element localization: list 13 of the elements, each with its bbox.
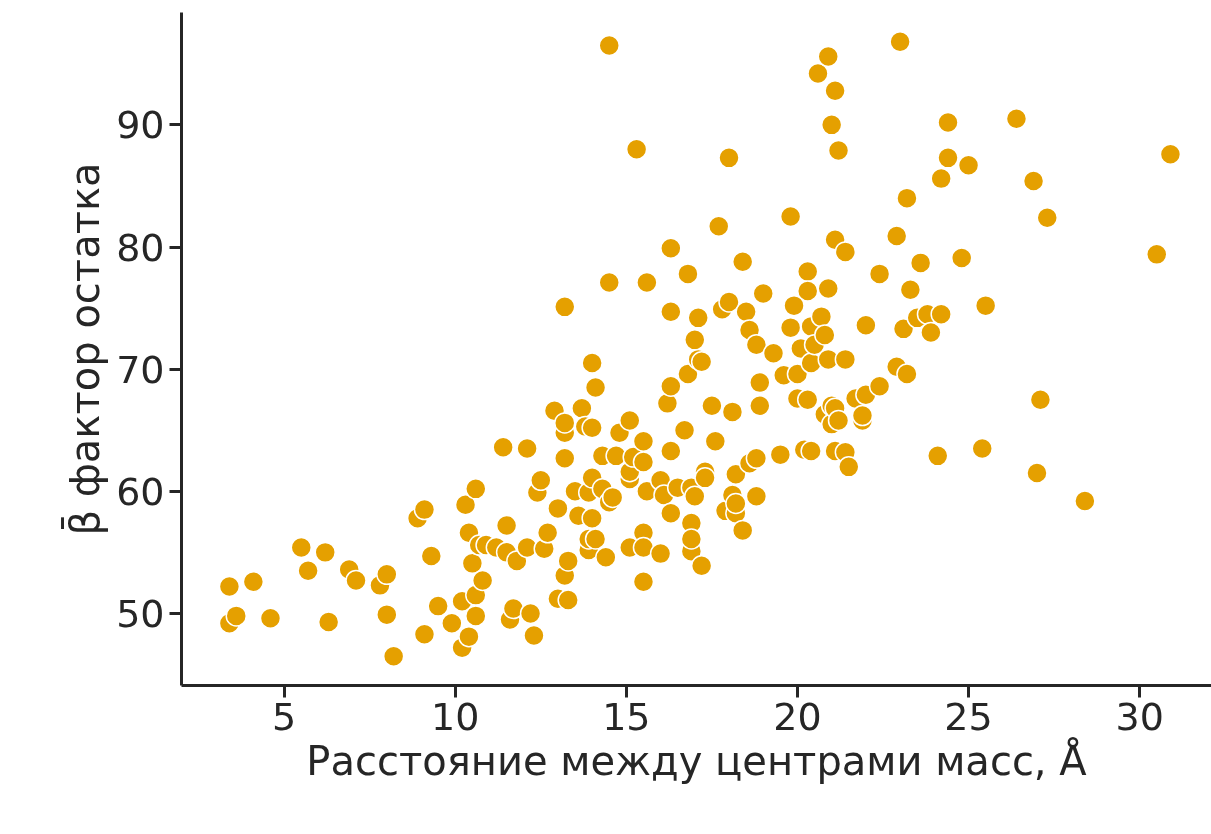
- y-tick-label: 60: [116, 469, 165, 514]
- x-tick-label: 10: [431, 694, 480, 739]
- y-tick-label: 50: [116, 591, 165, 636]
- x-tick-label: 20: [773, 694, 822, 739]
- x-tick-label: 5: [272, 694, 297, 739]
- x-tick-label: 25: [944, 694, 993, 739]
- x-tick-label: 30: [1115, 694, 1164, 739]
- y-tick-label: 80: [116, 225, 165, 270]
- x-tick-label: 15: [602, 694, 651, 739]
- y-tick-label: 90: [116, 103, 165, 148]
- y-axis-title: β̄ фактор остатка: [60, 162, 109, 536]
- x-axis-title: Расстояние между центрами масс, Å: [306, 736, 1088, 784]
- y-tick-label: 70: [116, 347, 165, 392]
